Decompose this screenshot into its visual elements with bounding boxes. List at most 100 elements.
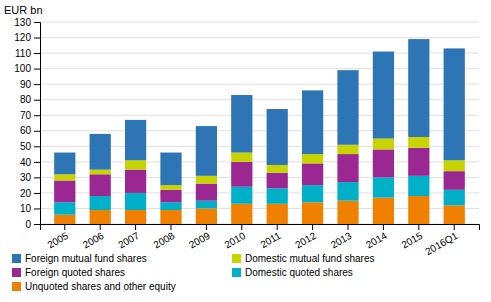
tick-label: 50 xyxy=(20,141,32,152)
tick: 100 xyxy=(14,63,40,74)
bar xyxy=(160,202,181,210)
tick-mark xyxy=(34,53,40,54)
legend-swatch xyxy=(12,254,21,263)
tick: 20 xyxy=(20,188,40,199)
tick-label: 2014 xyxy=(364,230,389,251)
bar xyxy=(302,90,323,154)
bar xyxy=(444,205,465,224)
tick-label: 30 xyxy=(20,172,32,183)
tick-mark xyxy=(34,84,40,85)
tick-mark xyxy=(135,224,136,230)
bar xyxy=(373,198,394,224)
bar xyxy=(444,190,465,206)
tick-mark xyxy=(348,224,349,230)
tick-label: 2010 xyxy=(222,230,247,251)
bar xyxy=(90,134,111,170)
legend-label: Unquoted shares and other equity xyxy=(25,281,176,292)
legend-label: Foreign quoted shares xyxy=(25,267,125,278)
tick: 2006 xyxy=(81,224,106,250)
bar xyxy=(408,148,429,176)
tick-mark xyxy=(34,177,40,178)
tick-label: 2007 xyxy=(116,230,141,251)
legend-item: Foreign quoted shares xyxy=(12,267,125,278)
bar xyxy=(337,182,358,201)
bar xyxy=(231,187,252,204)
tick-label: 2012 xyxy=(293,230,318,251)
bar xyxy=(302,202,323,224)
bar xyxy=(54,153,75,175)
tick: 2011 xyxy=(258,224,283,250)
tick-mark xyxy=(170,224,171,230)
tick-label: 2011 xyxy=(258,230,283,250)
tick: 130 xyxy=(14,17,40,28)
bars xyxy=(54,39,465,224)
bar xyxy=(196,184,217,201)
bar xyxy=(160,190,181,202)
bar xyxy=(125,170,146,193)
bar xyxy=(196,201,217,209)
bar xyxy=(90,210,111,224)
tick-mark xyxy=(64,224,65,230)
series xyxy=(54,39,465,185)
tick-label: 90 xyxy=(20,79,32,90)
tick: 2005 xyxy=(45,224,70,250)
bar xyxy=(196,176,217,184)
bar xyxy=(90,170,111,175)
tick-mark xyxy=(312,224,313,230)
tick-label: 60 xyxy=(20,125,32,136)
tick-mark xyxy=(34,162,40,163)
tick: 0 xyxy=(25,219,40,230)
bar xyxy=(125,193,146,210)
tick: 2012 xyxy=(293,224,318,250)
legend-label: Domestic quoted shares xyxy=(245,267,353,278)
tick: 120 xyxy=(14,32,40,43)
axis-line xyxy=(41,225,480,231)
series xyxy=(54,196,465,224)
tick-mark xyxy=(34,224,40,225)
chart: 0102030405060708090100110120130200520062… xyxy=(0,0,491,302)
series xyxy=(54,176,465,215)
bar xyxy=(337,154,358,182)
bar xyxy=(90,196,111,210)
bar xyxy=(231,95,252,152)
legend-swatch xyxy=(232,254,241,263)
tick-label: 2015 xyxy=(399,230,424,251)
bar xyxy=(373,52,394,139)
tick-label: 80 xyxy=(20,94,32,105)
tick-label: 2008 xyxy=(152,230,177,251)
tick-label: 20 xyxy=(20,188,32,199)
bar xyxy=(196,126,217,176)
tick-mark xyxy=(34,146,40,147)
bar xyxy=(302,154,323,163)
legend-swatch xyxy=(12,282,21,291)
tick: 40 xyxy=(20,157,40,168)
bar xyxy=(337,145,358,154)
bar xyxy=(160,185,181,190)
tick: 70 xyxy=(20,110,40,121)
bar xyxy=(160,153,181,186)
tick-mark xyxy=(241,224,242,230)
tick-mark xyxy=(383,224,384,230)
tick-mark xyxy=(277,224,278,230)
legend-item: Domestic quoted shares xyxy=(232,267,353,278)
tick-mark xyxy=(34,69,40,70)
tick-label: 120 xyxy=(14,32,31,43)
bar xyxy=(54,174,75,180)
tick: 10 xyxy=(20,203,40,214)
bar xyxy=(125,210,146,224)
axis-line xyxy=(34,23,41,225)
bar xyxy=(90,174,111,196)
bar xyxy=(337,201,358,224)
grid-line xyxy=(40,37,479,38)
bar xyxy=(267,204,288,224)
bar xyxy=(408,39,429,137)
tick-label: 70 xyxy=(20,110,32,121)
legend-item: Unquoted shares and other equity xyxy=(12,281,176,292)
tick-mark xyxy=(34,115,40,116)
bar xyxy=(54,202,75,214)
tick-label: 2009 xyxy=(187,230,212,251)
tick-mark xyxy=(454,224,455,230)
tick-mark xyxy=(34,193,40,194)
bar xyxy=(231,153,252,162)
tick: 30 xyxy=(20,172,40,183)
